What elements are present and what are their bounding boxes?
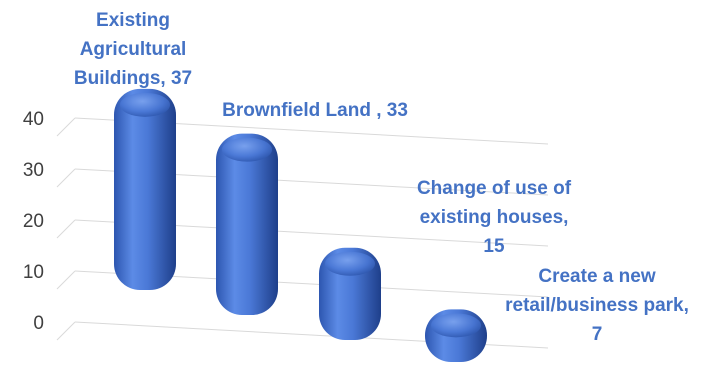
y-tick-label: 40 — [23, 109, 44, 130]
data-labels: Existing Agricultural Buildings, 37 Brownfi… — [74, 10, 689, 345]
y-axis: 0 10 20 30 40 — [23, 109, 44, 334]
y-tick-label: 20 — [23, 211, 44, 232]
data-label: Create a new retail/business park, 7 — [505, 266, 689, 345]
gridline-side — [56, 168, 76, 188]
bar-cap — [120, 92, 170, 117]
bar-series — [114, 88, 487, 362]
gridline-side — [56, 321, 76, 341]
y-tick-label: 10 — [23, 262, 44, 283]
y-tick-label: 30 — [23, 160, 44, 181]
data-label: Change of use of existing houses, 15 — [417, 178, 572, 257]
data-label: Existing Agricultural Buildings, 37 — [74, 10, 192, 89]
gridline-side — [56, 270, 76, 290]
bar — [216, 133, 278, 315]
bar-cap — [222, 137, 272, 162]
gridline-side — [56, 219, 76, 239]
bar-cap — [431, 313, 481, 338]
gridline-side — [56, 117, 76, 137]
y-tick-label: 0 — [33, 313, 44, 334]
data-label: Brownfield Land , 33 — [222, 100, 408, 121]
bar-cap — [325, 251, 375, 276]
bar — [114, 88, 176, 290]
